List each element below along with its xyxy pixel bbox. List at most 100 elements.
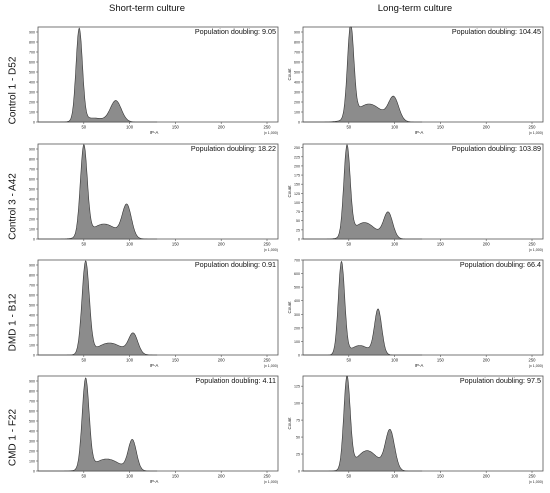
histogram-panel-4: 0 25 50 75 100 125 150 175 200 225 250 50 100 150 200 2… <box>285 141 547 255</box>
x-axis-label: IP-A <box>150 363 159 368</box>
x-tick-label: 200 <box>483 242 491 247</box>
y-tick-label: 100 <box>294 340 300 344</box>
population-doubling-label: Population doubling: 9.05 <box>195 27 276 36</box>
x-axis-label: IP-A <box>415 363 424 368</box>
x-axis-unit: (x 1,000) <box>264 248 278 252</box>
y-tick-label: 500 <box>29 420 35 424</box>
y-tick-label: 300 <box>29 324 35 328</box>
x-axis-label: IP-A <box>150 479 159 484</box>
row-label-control-3: Control 3 - A42 <box>8 152 19 262</box>
y-tick-label: 200 <box>294 164 300 168</box>
histogram-panel-2: 0 100 200 300 400 500 600 700 800 900 50 100 150 200 2… <box>285 24 547 138</box>
y-tick-label: 100 <box>29 228 35 232</box>
histogram-panel-1: 0 100 200 300 400 500 600 700 800 900 50 100 150 200 2… <box>20 24 282 138</box>
x-tick-label: 100 <box>391 242 399 247</box>
histogram-panel-7: 010020030040050060070080090050 100 150 200 2… <box>20 373 282 487</box>
x-tick-label: 50 <box>346 242 351 247</box>
plot-frame <box>303 144 543 239</box>
x-tick-label: 100 <box>126 125 134 130</box>
y-tick-label: 75 <box>296 419 300 423</box>
y-tick-label: 800 <box>29 390 35 394</box>
y-tick-label: 300 <box>29 91 35 95</box>
x-tick-label: 200 <box>218 474 226 479</box>
population-doubling-label: Population doubling: 66.4 <box>460 260 541 269</box>
y-tick-label: 200 <box>29 101 35 105</box>
y-tick-label: 25 <box>296 453 300 457</box>
x-tick-label: 100 <box>391 474 399 479</box>
histogram-panel-8: 025507510012550 100 150 200 250(x 1,000)Coun… <box>285 373 547 487</box>
x-tick-label: 50 <box>81 358 86 363</box>
histogram-panel-6: 010020030040050060070050 100 150 200 250IP-A… <box>285 257 547 371</box>
histogram-area <box>303 145 422 239</box>
x-tick-label: 250 <box>264 242 272 247</box>
y-tick-label: 0 <box>298 354 300 358</box>
y-axis-label: Count <box>287 301 292 314</box>
x-axis-unit: (x 1,000) <box>264 364 278 368</box>
y-tick-label: 100 <box>294 402 300 406</box>
y-tick-label: 200 <box>294 101 300 105</box>
x-tick-label: 100 <box>391 125 399 130</box>
x-tick-label: 250 <box>264 474 272 479</box>
histogram-area <box>38 145 157 239</box>
y-tick-label: 100 <box>29 460 35 464</box>
y-tick-label: 400 <box>294 299 300 303</box>
y-tick-label: 250 <box>294 146 300 150</box>
y-tick-label: 50 <box>296 219 300 223</box>
histogram-area <box>38 28 157 122</box>
x-tick-label: 250 <box>264 358 272 363</box>
x-axis-unit: (x 1,000) <box>529 131 543 135</box>
y-tick-label: 0 <box>33 354 35 358</box>
y-tick-label: 300 <box>294 313 300 317</box>
y-tick-label: 900 <box>29 380 35 384</box>
y-tick-label: 0 <box>298 470 300 474</box>
y-tick-label: 225 <box>294 155 300 159</box>
y-tick-label: 25 <box>296 228 300 232</box>
row-label-dmd-1: DMD 1 - B12 <box>8 268 19 378</box>
y-tick-label: 0 <box>298 121 300 125</box>
y-tick-label: 700 <box>294 51 300 55</box>
x-tick-label: 150 <box>172 358 180 363</box>
x-axis-unit: (x 1,000) <box>529 248 543 252</box>
y-axis-label: Count <box>287 68 292 81</box>
y-tick-label: 700 <box>29 168 35 172</box>
x-tick-label: 200 <box>483 474 491 479</box>
y-tick-label: 900 <box>29 264 35 268</box>
x-axis-label: IP-A <box>415 130 424 135</box>
x-axis-unit: (x 1,000) <box>264 480 278 484</box>
y-tick-label: 125 <box>294 192 300 196</box>
column-title-long-term: Long-term culture <box>290 3 540 14</box>
row-label-control-1: Control 1 - D52 <box>8 36 19 146</box>
population-doubling-label: Population doubling: 97.5 <box>460 376 541 385</box>
y-tick-label: 500 <box>29 188 35 192</box>
population-doubling-label: Population doubling: 104.45 <box>452 27 541 36</box>
x-tick-label: 200 <box>218 242 226 247</box>
x-axis-unit: (x 1,000) <box>529 480 543 484</box>
y-tick-label: 175 <box>294 174 300 178</box>
y-tick-label: 800 <box>29 274 35 278</box>
x-axis-unit: (x 1,000) <box>264 131 278 135</box>
population-doubling-label: Population doubling: 4.11 <box>195 376 276 385</box>
y-tick-label: 600 <box>29 61 35 65</box>
y-tick-label: 400 <box>294 81 300 85</box>
x-tick-label: 150 <box>172 474 180 479</box>
y-tick-label: 300 <box>29 440 35 444</box>
y-tick-label: 500 <box>29 71 35 75</box>
x-tick-label: 200 <box>218 125 226 130</box>
y-tick-label: 100 <box>294 201 300 205</box>
plot-frame <box>303 27 543 122</box>
y-tick-label: 200 <box>294 326 300 330</box>
population-doubling-label: Population doubling: 103.89 <box>452 144 541 153</box>
x-tick-label: 150 <box>172 242 180 247</box>
x-tick-label: 250 <box>264 125 272 130</box>
x-tick-label: 150 <box>437 242 445 247</box>
x-tick-label: 150 <box>437 474 445 479</box>
y-tick-label: 600 <box>29 178 35 182</box>
plot-frame <box>38 144 278 239</box>
plot-frame <box>38 376 278 471</box>
histogram-area <box>38 261 157 355</box>
x-tick-label: 150 <box>437 358 445 363</box>
y-tick-label: 0 <box>298 238 300 242</box>
histogram-panel-3: 0 100 200 300 400 500 600 700 800 900 50 100 150 200 2… <box>20 141 282 255</box>
y-tick-label: 600 <box>29 294 35 298</box>
y-axis-label: Count <box>287 185 292 198</box>
